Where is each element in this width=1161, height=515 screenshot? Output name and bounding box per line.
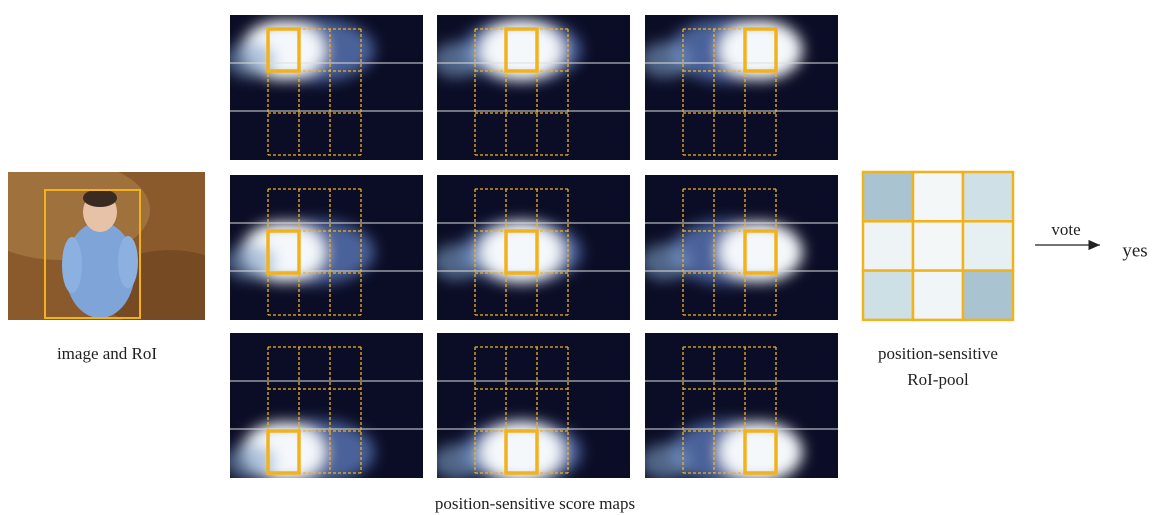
- map-content: [437, 333, 630, 478]
- map-content: [645, 15, 838, 160]
- input-image: [8, 172, 205, 320]
- blob: [437, 42, 482, 78]
- roi-bin-highlight: [504, 27, 539, 73]
- score-map: [230, 15, 423, 160]
- score-map: [437, 175, 630, 320]
- roi-bin-highlight: [743, 429, 778, 475]
- roi-bin-highlight: [266, 429, 301, 475]
- roi-bin-highlight: [743, 229, 778, 275]
- blob: [718, 222, 803, 282]
- roi-pool-grid: [861, 170, 1015, 322]
- score-map: [437, 333, 630, 478]
- activation: [230, 420, 375, 478]
- activation: [437, 420, 582, 478]
- activation: [645, 420, 803, 478]
- pool-cell: [861, 170, 915, 223]
- map-content: [437, 15, 630, 160]
- roi-box: [44, 189, 141, 319]
- map-content: [230, 15, 423, 160]
- pool-label: RoI-pool: [907, 370, 969, 389]
- roi-bin-highlight: [743, 27, 778, 73]
- roi-bin-highlight: [504, 429, 539, 475]
- map-content: [437, 175, 630, 320]
- blob: [479, 222, 564, 282]
- score-map: [645, 333, 838, 478]
- blob: [479, 422, 564, 478]
- score-map: [437, 15, 630, 160]
- blob: [230, 42, 275, 78]
- map-content: [645, 333, 838, 478]
- pool-cell: [861, 269, 915, 322]
- pool-cell: [961, 170, 1015, 223]
- blob: [437, 444, 482, 478]
- pool-cell: [911, 220, 965, 272]
- pool-cell: [861, 220, 915, 272]
- pool-cell: [911, 170, 965, 223]
- pool-label: position-sensitive: [878, 344, 998, 363]
- blob: [479, 20, 564, 80]
- image-label: image and RoI: [57, 344, 157, 363]
- roi-bin-highlight: [266, 27, 301, 73]
- score-map: [645, 15, 838, 160]
- pool-cell: [911, 269, 965, 322]
- roi-bin-highlight: [504, 229, 539, 275]
- roi-bin-highlight: [266, 229, 301, 275]
- vote-label: vote: [1051, 220, 1080, 239]
- activation: [645, 18, 803, 82]
- activation: [437, 18, 582, 82]
- output-label: yes: [1122, 240, 1147, 261]
- blob: [230, 444, 275, 478]
- blob: [718, 422, 803, 478]
- map-content: [230, 333, 423, 478]
- pool-cell: [961, 220, 1015, 272]
- blob: [645, 444, 690, 478]
- score-map: [230, 175, 423, 320]
- blob: [718, 20, 803, 80]
- score-map: [230, 333, 423, 478]
- score-maps-label: position-sensitive score maps: [435, 494, 635, 513]
- score-map: [645, 175, 838, 320]
- activation: [230, 18, 375, 82]
- score-maps: [230, 15, 838, 478]
- map-content: [645, 175, 838, 320]
- blob: [645, 42, 690, 78]
- pool-cell: [961, 269, 1015, 322]
- map-content: [230, 175, 423, 320]
